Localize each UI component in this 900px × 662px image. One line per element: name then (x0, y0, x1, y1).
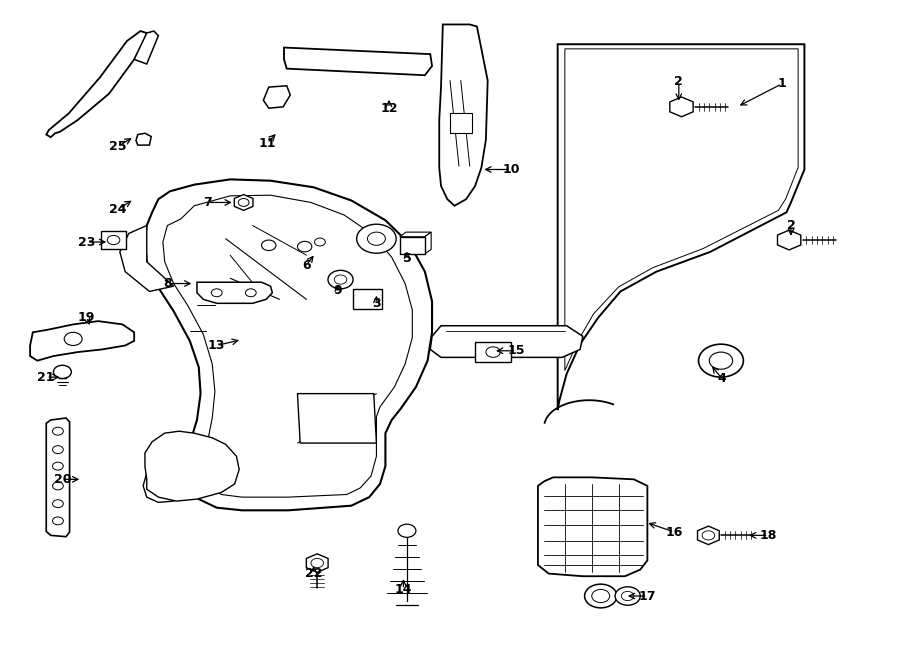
Text: 2: 2 (674, 75, 683, 88)
Text: 17: 17 (639, 589, 656, 602)
Text: 10: 10 (502, 163, 520, 176)
Polygon shape (284, 48, 293, 64)
Bar (400, 237, 425, 254)
Polygon shape (136, 133, 151, 145)
Circle shape (698, 344, 743, 377)
Text: 11: 11 (258, 136, 275, 150)
Polygon shape (134, 31, 158, 64)
Text: 15: 15 (508, 344, 525, 357)
Circle shape (52, 446, 63, 453)
Polygon shape (425, 232, 431, 254)
Circle shape (592, 589, 609, 602)
Circle shape (486, 347, 500, 357)
Circle shape (615, 587, 640, 605)
Circle shape (328, 270, 353, 289)
Text: 8: 8 (163, 277, 172, 290)
Polygon shape (163, 195, 412, 497)
Text: 18: 18 (760, 529, 778, 542)
Polygon shape (46, 31, 147, 137)
Circle shape (621, 591, 634, 600)
Circle shape (52, 462, 63, 470)
Polygon shape (46, 418, 69, 537)
Circle shape (702, 531, 715, 540)
Circle shape (238, 199, 249, 207)
Circle shape (53, 365, 71, 379)
Circle shape (52, 517, 63, 525)
Bar (353, 289, 382, 309)
Polygon shape (298, 394, 376, 443)
Circle shape (674, 101, 688, 112)
Circle shape (52, 482, 63, 490)
Polygon shape (264, 86, 291, 108)
Bar (450, 113, 472, 133)
Circle shape (262, 240, 276, 251)
Circle shape (64, 332, 82, 346)
Polygon shape (284, 48, 432, 75)
Polygon shape (538, 477, 647, 576)
Polygon shape (197, 282, 273, 303)
Polygon shape (439, 24, 488, 206)
Circle shape (246, 289, 256, 297)
Text: 23: 23 (78, 236, 95, 248)
Text: 9: 9 (334, 283, 342, 297)
Polygon shape (382, 285, 389, 309)
Text: 12: 12 (380, 102, 398, 115)
Circle shape (298, 242, 311, 252)
Text: 24: 24 (109, 203, 127, 216)
Text: 14: 14 (394, 583, 412, 596)
Text: 2: 2 (787, 219, 796, 232)
Polygon shape (234, 195, 253, 211)
Circle shape (398, 524, 416, 538)
Polygon shape (306, 554, 328, 572)
Polygon shape (120, 226, 174, 291)
Circle shape (334, 275, 346, 284)
Circle shape (107, 236, 120, 245)
Polygon shape (248, 226, 331, 266)
Text: 6: 6 (302, 259, 310, 271)
Circle shape (356, 224, 396, 253)
Polygon shape (778, 230, 801, 250)
Text: 25: 25 (109, 140, 127, 153)
Polygon shape (145, 431, 239, 501)
Polygon shape (353, 285, 389, 289)
Text: 7: 7 (203, 196, 212, 209)
Polygon shape (698, 526, 719, 545)
Text: 21: 21 (38, 371, 55, 384)
Circle shape (367, 232, 385, 246)
Circle shape (212, 289, 222, 297)
Polygon shape (430, 326, 583, 357)
Circle shape (52, 500, 63, 508)
Bar (475, 342, 511, 362)
Text: 5: 5 (402, 252, 411, 265)
Circle shape (314, 238, 325, 246)
Text: 20: 20 (54, 473, 71, 486)
Bar (101, 232, 126, 249)
Text: 13: 13 (208, 339, 225, 352)
Polygon shape (670, 97, 693, 117)
Circle shape (52, 427, 63, 435)
Text: 16: 16 (666, 526, 683, 539)
Circle shape (782, 235, 796, 246)
Circle shape (585, 584, 616, 608)
Text: 1: 1 (778, 77, 787, 90)
Polygon shape (565, 49, 798, 371)
Text: 22: 22 (305, 567, 322, 580)
Polygon shape (400, 232, 431, 237)
Text: 4: 4 (717, 372, 726, 385)
Polygon shape (558, 44, 805, 410)
Text: 19: 19 (78, 311, 95, 324)
Text: 3: 3 (372, 297, 381, 310)
Polygon shape (30, 321, 134, 361)
Polygon shape (143, 466, 190, 502)
Polygon shape (145, 179, 432, 510)
Circle shape (310, 559, 323, 567)
Circle shape (709, 352, 733, 369)
